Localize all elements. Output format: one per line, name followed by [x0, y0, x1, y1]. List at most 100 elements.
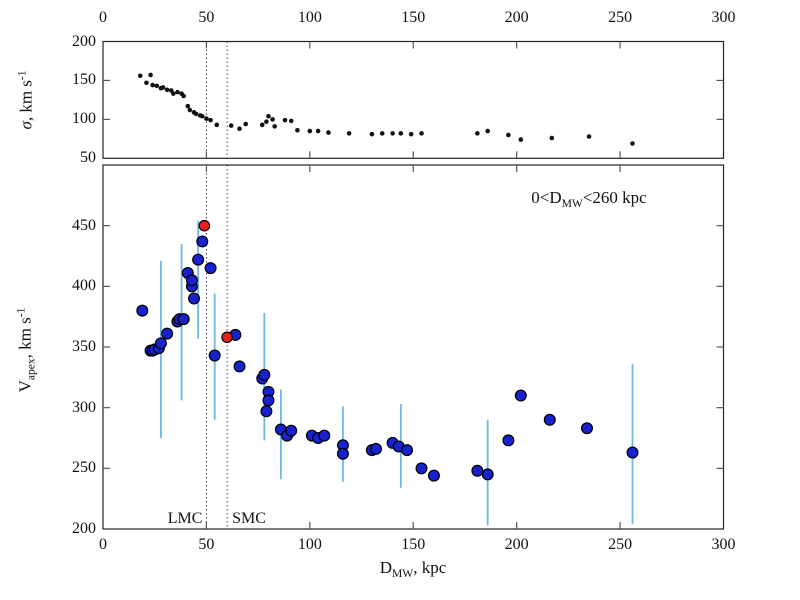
- sigma-point: [506, 132, 511, 138]
- bottom-y-tick-label: 400: [72, 277, 96, 295]
- sigma-point: [295, 127, 300, 133]
- sigma-point: [171, 91, 176, 96]
- x-axis-title: DMW, kpc: [379, 558, 447, 581]
- v_apex-point: [208, 349, 221, 362]
- v_apex-point: [626, 446, 639, 459]
- sigma-point: [398, 131, 404, 136]
- bottom-x-tick-label: 50: [198, 536, 215, 553]
- top-x-tick-label: 150: [401, 9, 426, 26]
- top-x-tick-label: 250: [608, 9, 633, 26]
- smc-label: SMC: [232, 510, 266, 527]
- v_apex_highlighted-point: [198, 219, 211, 232]
- sigma-point: [175, 89, 180, 95]
- top-panel-border: [102, 40, 725, 159]
- sigma-point: [154, 83, 160, 89]
- sigma-point: [204, 116, 209, 121]
- v_apex-point: [177, 313, 190, 326]
- v_apex-point: [233, 360, 246, 373]
- top-x-tick-label: 200: [504, 9, 529, 26]
- v_apex-point: [481, 468, 494, 481]
- bottom-y-tick-label: 450: [72, 216, 96, 234]
- sigma-point: [266, 113, 271, 119]
- sigma-point: [214, 122, 220, 128]
- v_apex-point: [514, 389, 527, 402]
- sigma-point: [419, 131, 424, 136]
- top-x-tick-label: 300: [711, 9, 736, 26]
- lmc-label: LMC: [167, 510, 203, 527]
- sigma-point: [307, 128, 313, 134]
- sigma-point: [150, 82, 155, 88]
- sigma-point: [193, 111, 199, 117]
- sigma-point: [199, 113, 205, 119]
- sigma-point: [270, 117, 275, 122]
- top-y-tick-label: 150: [72, 71, 96, 89]
- sigma-point: [369, 131, 375, 137]
- v_apex-point: [471, 464, 484, 477]
- v_apex-point: [401, 444, 414, 457]
- sigma-symbol: σ: [16, 121, 36, 130]
- v_apex-point: [427, 469, 440, 482]
- v_apex-point: [204, 262, 217, 275]
- v_apex-point: [285, 424, 298, 437]
- sigma-point: [379, 131, 385, 136]
- top-y-axis-title: σ, km s-1: [15, 70, 36, 130]
- sigma-point: [144, 80, 149, 86]
- top-x-tick-label: 100: [297, 9, 322, 26]
- sigma-point: [586, 134, 592, 139]
- annotation-subscript: MW: [561, 197, 583, 211]
- v_apex-point: [161, 327, 174, 340]
- sigma-point: [485, 128, 491, 134]
- top-x-tick-label: 0: [99, 9, 107, 26]
- bottom-x-tick-label: 0: [99, 536, 107, 553]
- sigma-point: [160, 85, 166, 90]
- v_apex-point: [262, 394, 275, 407]
- v_apex-point: [154, 337, 167, 350]
- v_apex-point: [136, 304, 149, 317]
- bottom-x-tick-label: 150: [401, 536, 426, 553]
- sigma-units-exponent: -1: [15, 70, 29, 81]
- sigma-point: [272, 124, 277, 129]
- v_apex-point: [502, 434, 515, 447]
- v_apex-point: [336, 447, 349, 460]
- v_apex-point: [185, 274, 198, 287]
- v_apex-point: [415, 462, 428, 475]
- sigma-point: [390, 131, 395, 136]
- top-y-tick-label: 200: [72, 32, 96, 50]
- sigma-point: [315, 128, 321, 134]
- v_apex-point: [196, 235, 209, 248]
- sigma-point: [346, 131, 352, 136]
- sigma-point: [518, 137, 524, 142]
- v_apex-point: [258, 368, 271, 381]
- v_apex-point: [370, 442, 383, 455]
- v_apex-point: [580, 422, 593, 435]
- sigma-point: [264, 119, 269, 125]
- sigma-point: [282, 117, 288, 123]
- sigma-point: [185, 103, 191, 109]
- bottom-x-tick-label: 300: [711, 536, 736, 553]
- range-annotation: 0<DMW<260 kpc: [531, 188, 647, 211]
- sigma-point: [181, 93, 186, 99]
- bottom-y-axis-title: Vapex, km s-1: [14, 307, 38, 393]
- bottom-x-tick-label: 100: [297, 536, 322, 553]
- sigma-point: [326, 130, 331, 135]
- v_apex-point: [543, 413, 556, 426]
- v_apex_highlighted-point: [221, 331, 233, 344]
- sigma-point: [187, 107, 193, 113]
- v_apex-point: [192, 253, 205, 266]
- bottom-x-tick-label: 200: [504, 536, 529, 553]
- top-y-tick-label: 50: [80, 149, 96, 167]
- sigma-point: [549, 135, 555, 141]
- sigma-point: [148, 72, 153, 78]
- sigma-point: [475, 131, 480, 136]
- sigma-point: [243, 121, 249, 127]
- bottom-y-tick-label: 300: [72, 398, 96, 416]
- sigma-point: [288, 118, 294, 124]
- bottom-panel-border: [102, 164, 725, 530]
- sigma-point: [164, 87, 170, 93]
- top-x-tick-label: 50: [198, 9, 215, 26]
- sigma-point: [630, 141, 635, 146]
- vapex-subscript: apex: [24, 358, 38, 381]
- sigma-point: [259, 122, 265, 128]
- sigma-point: [208, 117, 213, 123]
- bottom-y-tick-label: 250: [72, 459, 96, 477]
